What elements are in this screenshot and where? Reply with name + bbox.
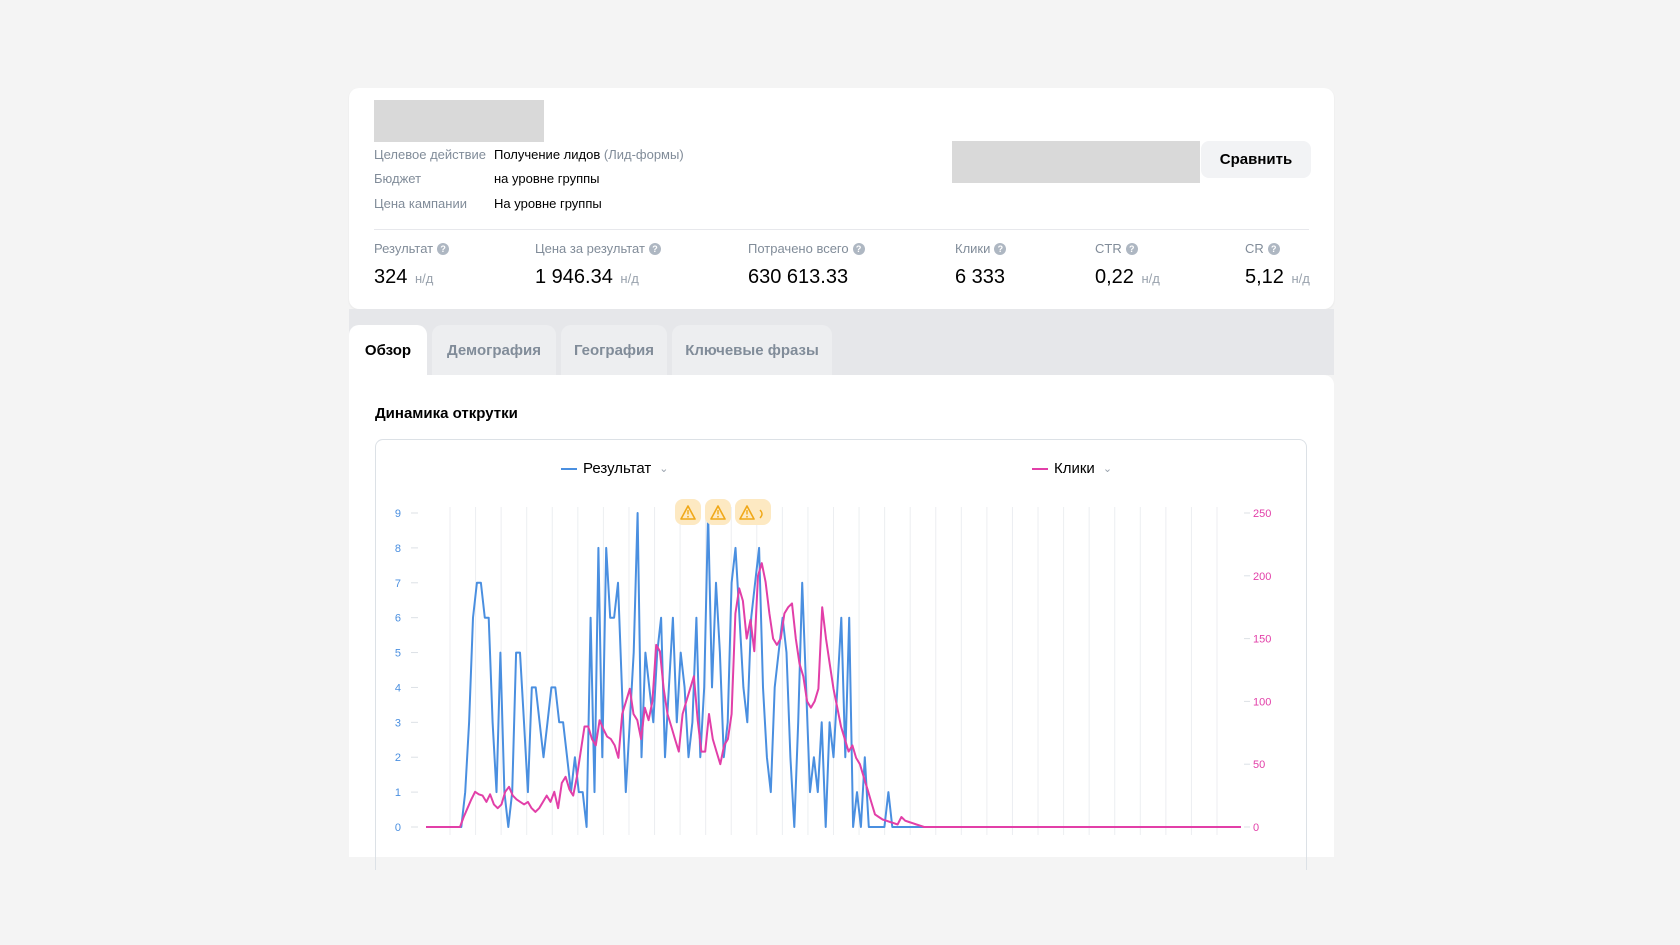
tab-overview[interactable]: Обзор [349,325,427,375]
warning-dot [717,515,719,518]
warning-triangle-icon [680,505,696,520]
help-icon[interactable]: ? [437,243,450,255]
help-icon[interactable]: ? [852,243,865,255]
y-left-tick-label: 6 [395,613,401,625]
stat-label: Результат [374,241,434,256]
meta-label: Бюджет [374,171,422,186]
stat-value: 6 333 [955,266,1006,288]
warning-dot [687,515,689,518]
meta-value: На уровне группы [494,196,602,211]
tab-geography[interactable]: География [561,325,667,375]
tab-keywords[interactable]: Ключевые фразы [672,325,832,375]
legend-swatch [561,467,577,470]
campaign-summary-card: Целевое действие Получение лидов (Лид-фо… [349,88,1334,309]
warning-dot [746,515,748,518]
y-right-tick-label: 150 [1253,634,1271,646]
overview-panel: Динамика открутки Результат ⌄ Клики ⌄ 0 1… [349,375,1334,870]
warning-extra-glyph [759,509,763,519]
stat-label: CR [1245,241,1264,256]
stat-suffix: н/д [414,271,434,286]
stat-suffix: н/д [1141,271,1160,286]
y-right-tick-label: 50 [1253,759,1265,771]
stat-suffix: н/д [1291,271,1310,286]
stat-label: CTR [1095,241,1122,256]
meta-value: Получение лидов (Лид-формы) [494,147,684,162]
y-left-tick-label: 2 [395,752,401,764]
legend-result[interactable]: Результат ⌄ [561,460,668,477]
stat-label: Цена за результат [535,241,645,256]
y-right-tick-label: 100 [1253,696,1271,708]
line-chart: 0 1 2 3 4 5 6 7 8 9 0 50 100 150 200 250 [395,499,1271,835]
y-left-tick-label: 4 [395,682,401,694]
stat-cr: CR? 5,12 н/д [1245,241,1310,291]
stat-suffix: н/д [620,271,639,286]
y-left-tick-label: 0 [395,822,401,834]
stat-value: 630 613.33 [748,266,849,288]
warning-triangle-icon [710,505,726,520]
chart-container: Результат ⌄ Клики ⌄ 0 1 2 3 4 5 6 7 8 9 0 50 100 150 2… [375,439,1307,870]
help-icon[interactable]: ? [1125,243,1138,255]
stat-value: 0,22 [1095,266,1134,288]
y-left-tick-label: 8 [395,543,401,555]
compare-period-field[interactable] [952,141,1200,183]
help-icon[interactable]: ? [648,243,661,255]
meta-value: на уровне группы [494,171,600,186]
y-left-tick-label: 5 [395,648,401,660]
legend-label: Результат [583,460,652,477]
help-icon[interactable]: ? [994,243,1007,255]
meta-label: Цена кампании [374,196,467,211]
compare-button[interactable]: Сравнить [1201,141,1311,178]
y-left-tick-label: 3 [395,717,401,729]
chevron-down-icon: ⌄ [659,463,669,475]
y-left-tick-label: 7 [395,578,401,590]
divider [374,229,1309,230]
legend-swatch [1032,467,1048,470]
chevron-down-icon: ⌄ [1102,463,1113,475]
help-icon[interactable]: ? [1267,243,1280,255]
y-right-tick-label: 0 [1253,822,1259,834]
stat-result: Результат? 324 н/д [374,241,450,291]
legend-clicks[interactable]: Клики ⌄ [1032,460,1112,477]
y-right-tick-label: 200 [1253,571,1271,583]
stat-spent-total: Потрачено всего? 630 613.33 [748,241,865,289]
warning-triangle-icon [739,505,755,520]
stat-value: 5,12 [1245,266,1284,288]
stat-value: 1 946.34 [535,266,613,288]
stat-cost-per-result: Цена за результат? 1 946.34 н/д [535,241,661,291]
meta-label: Целевое действие [374,147,486,162]
section-title: Динамика открутки [375,405,518,422]
y-left-tick-label: 1 [395,787,401,799]
warning-badge [735,499,771,525]
stat-clicks: Клики? 6 333 [955,241,1007,289]
stat-value: 324 [374,266,408,288]
y-left-tick-label: 9 [395,508,401,520]
series-line-clicks [426,562,1241,828]
stat-ctr: CTR? 0,22 н/д [1095,241,1160,291]
y-right-tick-label: 250 [1253,508,1271,520]
legend-label: Клики [1054,460,1095,477]
campaign-name-placeholder [374,100,544,142]
stat-label: Потрачено всего [748,241,849,256]
tab-demography[interactable]: Демография [432,325,556,375]
stat-label: Клики [955,241,991,256]
